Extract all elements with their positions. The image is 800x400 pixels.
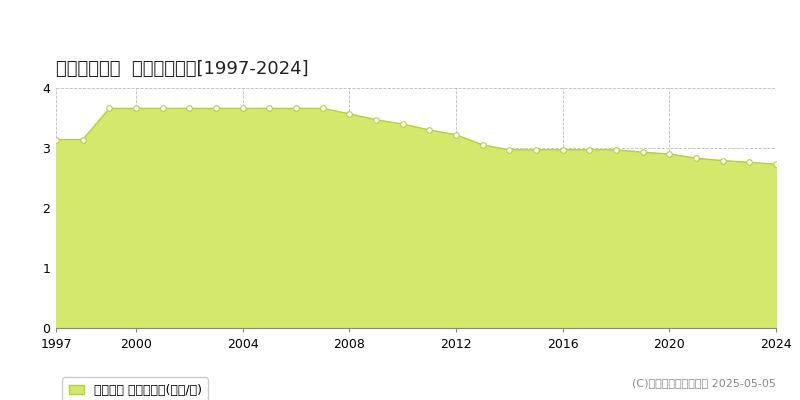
Point xyxy=(530,146,542,153)
Text: 大島町差木地  基準地価推移[1997-2024]: 大島町差木地 基準地価推移[1997-2024] xyxy=(56,60,309,78)
Point xyxy=(743,159,756,166)
Point xyxy=(583,146,596,153)
Point xyxy=(210,105,222,112)
Point xyxy=(423,127,436,133)
Point xyxy=(396,121,409,127)
Point xyxy=(690,155,702,162)
Point xyxy=(716,157,729,164)
Point xyxy=(770,161,782,167)
Legend: 基準地価 平均坪単価(万円/坪): 基準地価 平均坪単価(万円/坪) xyxy=(62,378,208,400)
Point xyxy=(316,105,329,112)
Point xyxy=(636,149,649,155)
Point xyxy=(103,105,116,112)
Point xyxy=(183,105,196,112)
Point xyxy=(263,105,276,112)
Point xyxy=(663,151,676,157)
Point xyxy=(76,136,89,143)
Point xyxy=(156,105,169,112)
Point xyxy=(503,146,516,153)
Point xyxy=(290,105,302,112)
Point xyxy=(130,105,142,112)
Point xyxy=(236,105,249,112)
Point xyxy=(370,116,382,123)
Text: (C)土地価格ドットコム 2025-05-05: (C)土地価格ドットコム 2025-05-05 xyxy=(632,378,776,388)
Point xyxy=(450,132,462,138)
Point xyxy=(476,142,489,148)
Point xyxy=(343,110,356,117)
Point xyxy=(610,146,622,153)
Point xyxy=(50,136,62,143)
Point xyxy=(556,146,569,153)
